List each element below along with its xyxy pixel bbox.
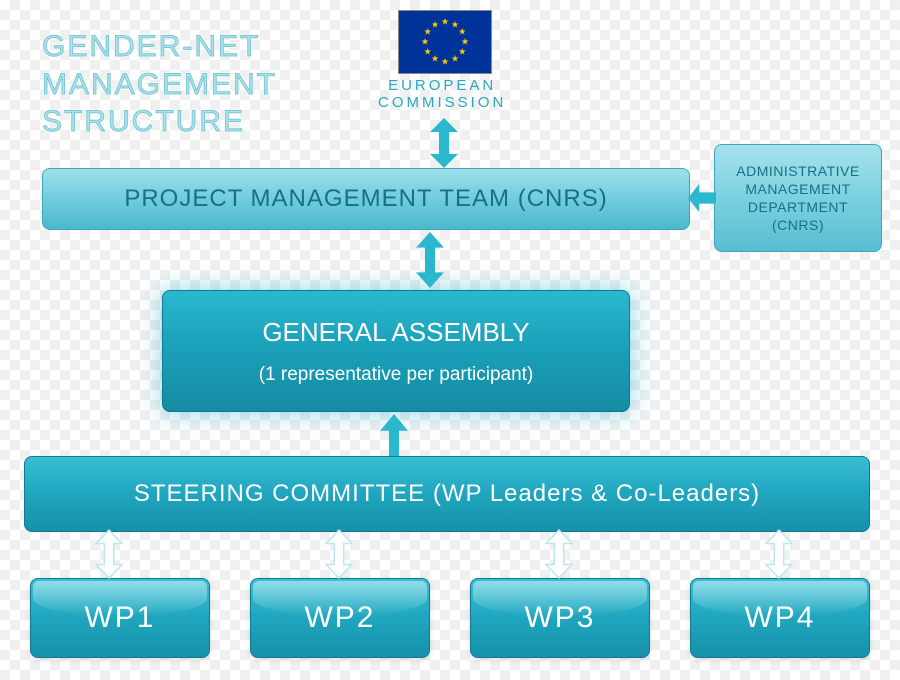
eu-flag: ★★★★★★★★★★★★ — [398, 10, 492, 74]
diagram-title: GENDER-NETMANAGEMENTSTRUCTURE — [42, 28, 277, 141]
admin-line2: MANAGEMENT — [736, 180, 859, 198]
wp-label: WP3 — [524, 601, 595, 635]
wp-label: WP1 — [84, 601, 155, 635]
double-arrow-vertical-icon — [430, 118, 458, 168]
double-arrow-vertical-icon — [96, 530, 122, 578]
title-line: MANAGEMENT — [42, 66, 277, 104]
double-arrow-vertical-icon — [326, 530, 352, 578]
ec-label-line1: EUROPEAN — [378, 78, 506, 95]
sc-label: STEERING COMMITTEE (WP Leaders & Co-Lead… — [134, 480, 760, 508]
work-package-box-4: WP4 — [690, 578, 870, 658]
wp-label: WP2 — [304, 601, 375, 635]
title-line: STRUCTURE — [42, 103, 277, 141]
admin-line3: DEPARTMENT — [736, 198, 859, 216]
wp-label: WP4 — [744, 601, 815, 635]
admin-line1: ADMINISTRATIVE — [736, 162, 859, 180]
ga-title: GENERAL ASSEMBLY — [262, 317, 529, 348]
work-package-box-3: WP3 — [470, 578, 650, 658]
work-package-box-1: WP1 — [30, 578, 210, 658]
work-package-box-2: WP2 — [250, 578, 430, 658]
double-arrow-vertical-icon — [546, 530, 572, 578]
arrow-up-icon — [380, 414, 408, 456]
double-arrow-vertical-icon — [766, 530, 792, 578]
general-assembly-box: GENERAL ASSEMBLY (1 representative per p… — [162, 290, 630, 412]
title-line: GENDER-NET — [42, 28, 277, 66]
pmt-label: PROJECT MANAGEMENT TEAM (CNRS) — [124, 185, 607, 213]
steering-committee-box: STEERING COMMITTEE (WP Leaders & Co-Lead… — [24, 456, 870, 532]
ec-label-line2: COMMISSION — [378, 95, 506, 112]
double-arrow-vertical-icon — [416, 232, 444, 288]
arrow-left-icon — [688, 184, 716, 212]
project-management-team-box: PROJECT MANAGEMENT TEAM (CNRS) — [42, 168, 690, 230]
european-commission-label: EUROPEAN COMMISSION — [378, 78, 506, 111]
admin-line4: (CNRS) — [736, 216, 859, 234]
admin-department-box: ADMINISTRATIVE MANAGEMENT DEPARTMENT (CN… — [714, 144, 882, 252]
ga-subtitle: (1 representative per participant) — [259, 364, 534, 386]
